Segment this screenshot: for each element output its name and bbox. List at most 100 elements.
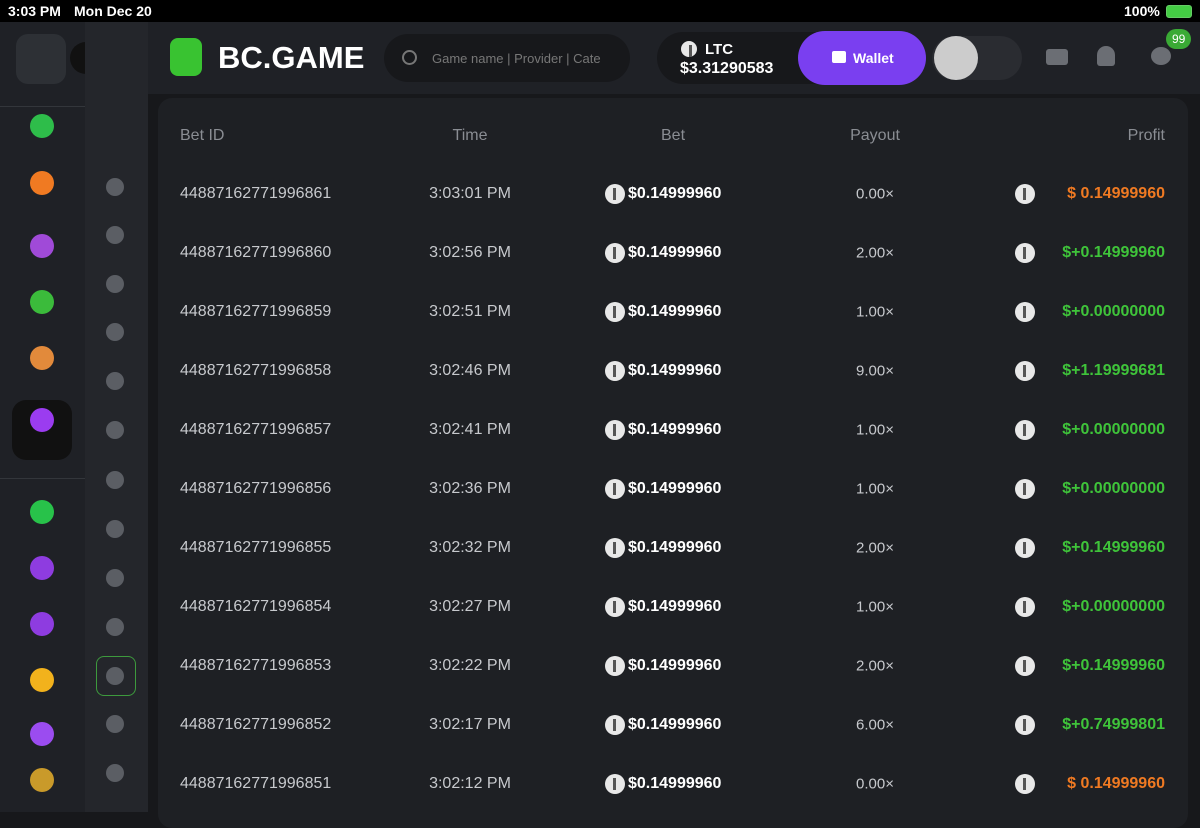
- bet-id: 44887162771996852: [180, 716, 332, 733]
- bet-time: 3:02:27 PM: [429, 598, 511, 615]
- game-icon[interactable]: [106, 372, 124, 390]
- profit: $+0.14999960: [1062, 244, 1165, 261]
- logo-text: BC.GAME: [218, 40, 365, 75]
- ltc-icon: [605, 774, 625, 794]
- ltc-icon: [605, 597, 625, 617]
- profit: $+0.00000000: [1062, 421, 1165, 438]
- logo-button[interactable]: [16, 34, 66, 84]
- payout: 1.00×: [856, 303, 894, 321]
- game-icon[interactable]: [106, 471, 124, 489]
- game-icon[interactable]: [106, 323, 124, 341]
- ltc-icon: [1015, 184, 1035, 204]
- game-icon[interactable]: [106, 764, 124, 782]
- game-icon[interactable]: [106, 520, 124, 538]
- bet-amount: $0.14999960: [628, 362, 722, 379]
- bell-icon[interactable]: [1097, 46, 1115, 66]
- payout: 1.00×: [856, 598, 894, 616]
- search-box[interactable]: Game name | Provider | Cate: [384, 34, 630, 82]
- bet-amount: $0.14999960: [628, 421, 722, 438]
- payout: 0.00×: [856, 185, 894, 203]
- search-placeholder: Game name | Provider | Cate: [432, 51, 601, 66]
- ltc-icon: [1015, 302, 1035, 322]
- game-icon[interactable]: [106, 618, 124, 636]
- bet-amount: $0.14999960: [628, 244, 722, 261]
- nav-icon[interactable]: [30, 346, 54, 370]
- ltc-icon: [1015, 774, 1035, 794]
- game-icon[interactable]: [106, 569, 124, 587]
- game-icon[interactable]: [106, 226, 124, 244]
- bet-time: 3:02:17 PM: [429, 716, 511, 733]
- profit: $+0.14999960: [1062, 657, 1165, 674]
- profit: $+0.14999960: [1062, 539, 1165, 556]
- battery-icon: [1166, 5, 1192, 18]
- game-icon[interactable]: [106, 667, 124, 685]
- column-header: Bet ID: [180, 127, 225, 144]
- bet-amount: $0.14999960: [628, 480, 722, 497]
- ltc-icon: [1015, 479, 1035, 499]
- divider: [0, 478, 85, 479]
- ltc-icon: [1015, 420, 1035, 440]
- balance: $3.31290583: [680, 60, 774, 77]
- ltc-icon: [1015, 538, 1035, 558]
- bet-time: 3:02:22 PM: [429, 657, 511, 674]
- payout: 1.00×: [856, 421, 894, 439]
- selected-game[interactable]: [96, 656, 136, 696]
- game-icon[interactable]: [106, 178, 124, 196]
- game-icon[interactable]: [106, 275, 124, 293]
- nav-icon[interactable]: [30, 500, 54, 524]
- nav-icon[interactable]: [30, 722, 54, 746]
- nav-icon[interactable]: [30, 114, 54, 138]
- bet-id: 44887162771996857: [180, 421, 332, 438]
- game-icon[interactable]: [106, 421, 124, 439]
- game-sidebar: [85, 22, 148, 812]
- chat-icon[interactable]: [1151, 47, 1171, 65]
- mail-icon[interactable]: [1046, 49, 1068, 65]
- status-date: Mon Dec 20: [74, 3, 152, 19]
- ltc-icon: [605, 184, 625, 204]
- nav-icon[interactable]: [30, 668, 54, 692]
- profit: $+0.00000000: [1062, 303, 1165, 320]
- game-icon[interactable]: [106, 715, 124, 733]
- nav-icon[interactable]: [30, 556, 54, 580]
- profit: $+0.00000000: [1062, 480, 1165, 497]
- bet-amount: $0.14999960: [628, 303, 722, 320]
- payout: 2.00×: [856, 657, 894, 675]
- bet-time: 3:02:12 PM: [429, 775, 511, 792]
- ltc-icon: [605, 302, 625, 322]
- battery-level: 100%: [1124, 3, 1160, 19]
- ltc-icon: [605, 361, 625, 381]
- bet-id: 44887162771996854: [180, 598, 332, 615]
- currency: LTC: [705, 41, 734, 58]
- payout: 2.00×: [856, 244, 894, 262]
- chat-badge: 99: [1166, 29, 1192, 49]
- ltc-icon: [1015, 361, 1035, 381]
- payout: 1.00×: [856, 480, 894, 498]
- bet-id: 44887162771996855: [180, 539, 332, 556]
- bet-amount: $0.14999960: [628, 657, 722, 674]
- profile-box[interactable]: [932, 36, 1022, 80]
- wallet-button[interactable]: Wallet: [798, 31, 926, 85]
- main-sidebar: [0, 22, 102, 812]
- bet-amount: $0.14999960: [628, 539, 722, 556]
- bet-id: 44887162771996859: [180, 303, 332, 320]
- nav-icon[interactable]: [30, 234, 54, 258]
- nav-icon[interactable]: [30, 290, 54, 314]
- nav-icon[interactable]: [30, 768, 54, 792]
- top-bar: BC.GAME Game name | Provider | Cate LTC …: [148, 22, 1200, 94]
- bet-amount: $0.14999960: [628, 775, 722, 792]
- nav-icon[interactable]: [30, 171, 54, 195]
- ltc-icon: [605, 715, 625, 735]
- profit: $+0.74999801: [1062, 716, 1165, 733]
- ltc-icon: [605, 243, 625, 263]
- bet-table: Bet ID Time Bet Payout Profit 448871627719968…: [158, 98, 1188, 828]
- nav-icon[interactable]: [30, 408, 54, 432]
- payout: 0.00×: [856, 775, 894, 793]
- bet-time: 3:02:56 PM: [429, 244, 511, 261]
- ltc-icon: [605, 538, 625, 558]
- nav-icon[interactable]: [30, 612, 54, 636]
- bet-id: 44887162771996861: [180, 185, 332, 202]
- bet-id: 44887162771996856: [180, 480, 332, 497]
- payout: 2.00×: [856, 539, 894, 557]
- profit: $+1.19999681: [1062, 362, 1165, 379]
